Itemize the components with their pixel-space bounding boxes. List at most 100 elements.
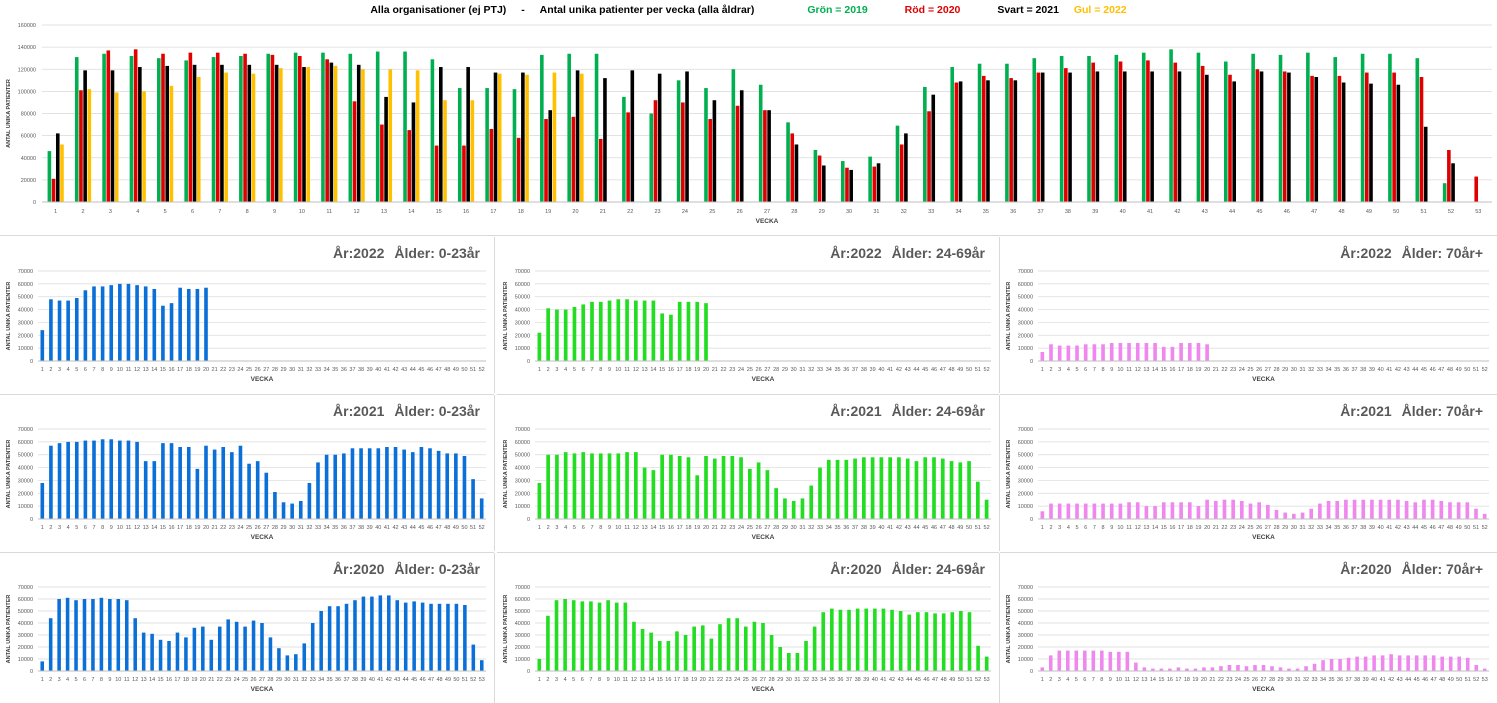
x-tick-label: 27 xyxy=(764,209,770,215)
bar xyxy=(307,483,312,519)
bar xyxy=(563,599,567,671)
x-tick-label: 45 xyxy=(418,525,424,531)
bar xyxy=(1150,71,1154,203)
bar xyxy=(57,599,61,671)
x-tick-label: 35 xyxy=(983,209,989,215)
x-tick-label: 10 xyxy=(615,525,621,531)
bar xyxy=(243,626,247,671)
x-tick-label: 13 xyxy=(639,677,645,683)
x-tick-label: 12 xyxy=(1133,677,1139,683)
bar xyxy=(1310,75,1314,202)
bar xyxy=(904,133,908,202)
bar xyxy=(204,287,208,361)
x-tick-label: 52 xyxy=(1482,367,1488,373)
bar xyxy=(454,603,459,671)
bar xyxy=(273,492,277,519)
bar xyxy=(571,600,576,671)
y-tick-label: 50000 xyxy=(1018,609,1033,615)
x-tick-label: 11 xyxy=(1126,525,1132,531)
x-tick-label: 29 xyxy=(777,677,783,683)
bar xyxy=(165,65,170,203)
bar xyxy=(336,606,340,671)
bar xyxy=(1278,54,1283,203)
bar xyxy=(192,64,197,202)
panel-title-year: År:2022 xyxy=(830,245,882,261)
bar xyxy=(614,602,619,671)
x-tick-label: 43 xyxy=(905,367,911,373)
bar xyxy=(1065,650,1070,671)
bar xyxy=(1300,512,1305,519)
bar xyxy=(463,605,467,671)
x-tick-label: 3 xyxy=(58,525,61,531)
bar xyxy=(758,84,763,202)
x-tick-label: 15 xyxy=(160,525,166,531)
bar xyxy=(419,447,424,519)
bar xyxy=(352,101,357,202)
bar xyxy=(251,73,256,202)
x-tick-label: 27 xyxy=(760,677,766,683)
x-tick-label: 25 xyxy=(1243,677,1249,683)
x-tick-label: 52 xyxy=(1448,209,1454,215)
bar xyxy=(106,50,111,202)
panel-title-age: Ålder: 70år+ xyxy=(1401,403,1483,419)
x-tick-label: 20 xyxy=(200,677,206,683)
bar xyxy=(60,144,64,202)
x-tick-label: 47 xyxy=(1438,367,1444,373)
x-tick-label: 44 xyxy=(913,367,919,373)
bar xyxy=(1232,81,1236,202)
x-tick-label: 36 xyxy=(843,367,849,373)
bar xyxy=(298,501,303,519)
x-tick-label: 6 xyxy=(581,677,584,683)
bar xyxy=(712,100,717,202)
bar xyxy=(1173,62,1178,202)
bar xyxy=(544,119,548,202)
bar xyxy=(950,67,955,202)
x-tick-label: 18 xyxy=(685,367,691,373)
x-tick-label: 48 xyxy=(948,367,954,373)
x-tick-label: 30 xyxy=(1286,677,1292,683)
bar xyxy=(1125,651,1130,671)
x-tick-label: 10 xyxy=(1117,525,1123,531)
bar xyxy=(1482,513,1487,519)
x-tick-label: 19 xyxy=(194,367,200,373)
bar xyxy=(65,597,70,671)
bar xyxy=(625,299,629,361)
x-tick-label: 40 xyxy=(1120,209,1126,215)
bar xyxy=(255,461,260,519)
bar xyxy=(100,286,105,361)
x-tick-label: 13 xyxy=(642,367,648,373)
x-tick-label: 29 xyxy=(280,525,286,531)
x-tick-label: 46 xyxy=(427,525,433,531)
bar xyxy=(108,599,112,671)
bar xyxy=(790,133,795,202)
bar xyxy=(590,453,594,519)
x-tick-label: 46 xyxy=(427,367,433,373)
bar xyxy=(195,289,200,361)
x-tick-label: 29 xyxy=(280,367,286,373)
x-tick-label: 22 xyxy=(720,525,726,531)
x-tick-label: 28 xyxy=(769,677,775,683)
x-tick-label: 16 xyxy=(665,677,671,683)
bar xyxy=(221,447,226,519)
bar xyxy=(735,105,740,202)
legend-2022: Gul = 2022 xyxy=(1073,4,1127,16)
x-tick-label: 53 xyxy=(1482,677,1488,683)
x-tick-label: 48 xyxy=(436,677,442,683)
x-tick-label: 31 xyxy=(799,367,805,373)
y-tick-label: 40000 xyxy=(18,466,33,472)
bar xyxy=(546,615,550,671)
x-tick-label: 1 xyxy=(1041,677,1044,683)
x-tick-label: 50 xyxy=(461,525,467,531)
x-tick-label: 1 xyxy=(538,367,541,373)
bar xyxy=(83,290,88,361)
bar xyxy=(109,439,114,519)
x-tick-label: 17 xyxy=(677,525,683,531)
bar xyxy=(1423,655,1427,671)
bar xyxy=(589,601,593,671)
x-tick-label: 51 xyxy=(1465,677,1471,683)
x-tick-label: 37 xyxy=(343,677,349,683)
bar xyxy=(830,608,834,671)
x-tick-label: 30 xyxy=(846,209,852,215)
x-tick-label: 35 xyxy=(332,525,338,531)
